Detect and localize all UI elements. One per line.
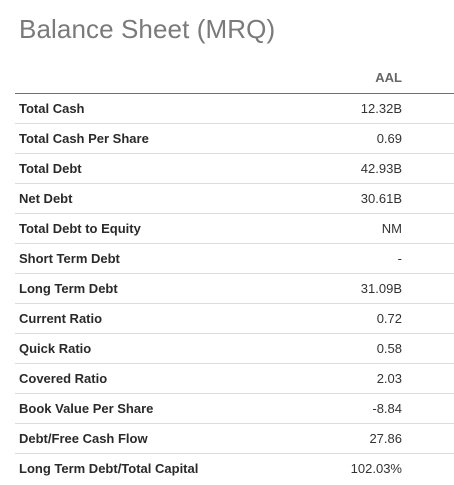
- table-row: Quick Ratio 0.58: [15, 334, 454, 364]
- table-row: Total Cash 12.32B: [15, 94, 454, 124]
- table-row: Total Cash Per Share 0.69: [15, 124, 454, 154]
- row-label: Total Debt: [19, 161, 82, 176]
- table-row: Net Debt 30.61B: [15, 184, 454, 214]
- row-label: Net Debt: [19, 191, 73, 206]
- row-label: Debt/Free Cash Flow: [19, 431, 148, 446]
- balance-sheet-table: AAL Total Cash 12.32B Total Cash Per Sha…: [15, 62, 454, 483]
- row-value: 30.61B: [360, 191, 402, 206]
- row-label: Short Term Debt: [19, 251, 120, 266]
- row-value: 12.32B: [360, 101, 402, 116]
- row-value: -: [397, 251, 402, 266]
- row-value: 27.86: [369, 431, 402, 446]
- row-label: Long Term Debt/Total Capital: [19, 461, 199, 476]
- table-row: Current Ratio 0.72: [15, 304, 454, 334]
- row-label: Total Debt to Equity: [19, 221, 141, 236]
- page-title: Balance Sheet (MRQ): [19, 14, 276, 44]
- table-row: Long Term Debt 31.09B: [15, 274, 454, 304]
- row-value: 0.58: [376, 341, 402, 356]
- table-row: Book Value Per Share -8.84: [15, 394, 454, 424]
- table-row: Total Debt to Equity NM: [15, 214, 454, 244]
- row-label: Quick Ratio: [19, 341, 92, 356]
- column-header-ticker: AAL: [375, 70, 402, 85]
- table-header-row: AAL: [15, 62, 454, 94]
- row-value: NM: [381, 221, 402, 236]
- row-label: Covered Ratio: [19, 371, 108, 386]
- table-row: Debt/Free Cash Flow 27.86: [15, 424, 454, 454]
- row-value: -8.84: [372, 401, 402, 416]
- row-value: 0.69: [376, 131, 402, 146]
- table-row: Short Term Debt -: [15, 244, 454, 274]
- row-label: Long Term Debt: [19, 281, 118, 296]
- row-label: Total Cash Per Share: [19, 131, 149, 146]
- row-value: 31.09B: [360, 281, 402, 296]
- row-label: Current Ratio: [19, 311, 103, 326]
- row-value: 0.72: [376, 311, 402, 326]
- row-value: 42.93B: [360, 161, 402, 176]
- table-row: Covered Ratio 2.03: [15, 364, 454, 394]
- row-label: Book Value Per Share: [19, 401, 154, 416]
- table-row: Long Term Debt/Total Capital 102.03%: [15, 454, 454, 483]
- row-value: 2.03: [376, 371, 402, 386]
- row-value: 102.03%: [350, 461, 402, 476]
- row-label: Total Cash: [19, 101, 85, 116]
- table-row: Total Debt 42.93B: [15, 154, 454, 184]
- table-body: Total Cash 12.32B Total Cash Per Share 0…: [15, 94, 454, 483]
